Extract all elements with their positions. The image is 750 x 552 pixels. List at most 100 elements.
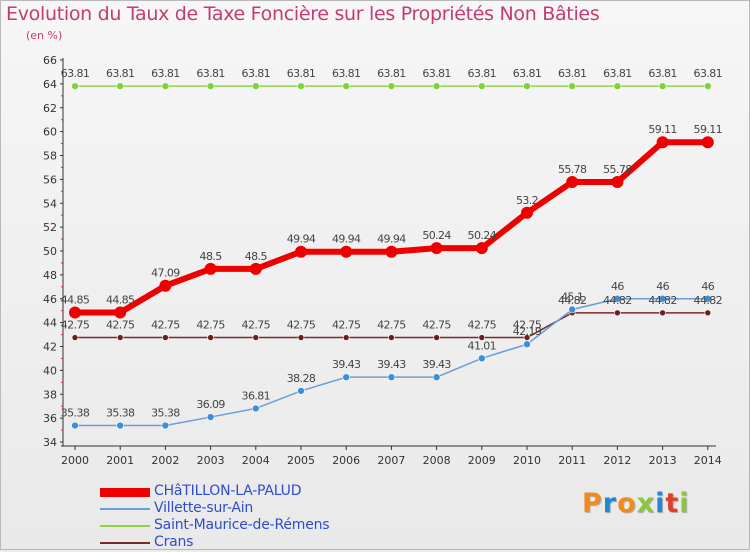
data-point-0 [385, 245, 398, 258]
data-label-2: 63.81 [242, 67, 271, 80]
data-point-2 [703, 82, 712, 90]
data-point-3 [478, 334, 486, 341]
y-tick-label: 52 [43, 221, 57, 234]
data-point-1 [523, 340, 531, 349]
data-point-1 [387, 373, 396, 381]
y-tick-label: 64 [43, 78, 57, 91]
data-label-3: 44.82 [648, 294, 677, 307]
legend-swatch [100, 542, 150, 544]
data-point-1 [568, 305, 577, 314]
data-point-0 [159, 279, 172, 292]
data-label-0: 50.24 [422, 229, 451, 242]
data-point-1 [342, 373, 351, 381]
data-label-0: 44.85 [106, 293, 135, 306]
chart-title: Evolution du Taux de Taxe Foncière sur l… [6, 3, 600, 25]
data-point-1 [116, 421, 124, 430]
data-label-0: 48.5 [200, 250, 223, 263]
legend-swatch [100, 487, 150, 497]
x-tick-label: 2000 [61, 454, 89, 467]
chart-subtitle: (en %) [26, 29, 63, 42]
data-point-3 [614, 309, 621, 317]
data-label-3: 42.75 [242, 319, 271, 332]
data-label-1: 35.38 [61, 407, 90, 420]
data-point-0 [430, 242, 443, 255]
data-point-1 [658, 294, 667, 303]
data-point-3 [116, 334, 124, 341]
data-point-0 [701, 136, 714, 149]
logo-letter: P [582, 488, 603, 519]
x-tick-label: 2004 [242, 454, 270, 467]
data-label-3: 42.75 [513, 319, 542, 332]
x-tick-label: 2002 [151, 454, 179, 467]
logo-letter: o [617, 488, 637, 519]
legend-label: CHâTILLON-LA-PALUD [154, 483, 302, 499]
data-point-0 [295, 245, 307, 258]
data-point-1 [703, 294, 712, 303]
data-label-1: 36.09 [196, 398, 225, 411]
data-point-2 [116, 82, 124, 90]
data-label-1: 39.43 [377, 358, 406, 371]
data-label-1: 39.43 [332, 358, 361, 371]
data-label-3: 44.82 [694, 294, 723, 307]
data-label-1: 46 [611, 280, 624, 293]
data-point-0 [114, 306, 127, 319]
data-label-3: 42.75 [422, 319, 451, 332]
data-point-3 [704, 309, 712, 317]
data-point-3 [207, 334, 214, 341]
data-label-3: 42.75 [332, 319, 361, 332]
data-point-1 [613, 294, 622, 303]
logo-letter: i [679, 488, 690, 519]
data-label-1: 39.43 [422, 358, 451, 371]
data-label-3: 42.75 [468, 319, 497, 332]
data-point-1 [297, 387, 305, 395]
data-label-0: 59.11 [694, 123, 723, 136]
data-point-0 [611, 176, 624, 189]
x-tick-label: 2005 [287, 454, 315, 467]
data-label-1: 46 [656, 280, 669, 293]
data-point-3 [433, 334, 440, 341]
data-point-0 [566, 176, 579, 189]
data-point-1 [432, 373, 441, 381]
data-point-0 [340, 245, 353, 258]
y-tick-label: 48 [43, 269, 57, 282]
data-label-0: 59.11 [648, 123, 677, 136]
data-label-2: 63.81 [151, 67, 180, 80]
y-tick-label: 58 [43, 150, 57, 163]
data-label-1: 45.1 [561, 290, 583, 303]
data-point-2 [297, 82, 305, 90]
data-point-3 [162, 334, 169, 341]
data-label-2: 63.81 [61, 67, 90, 80]
data-label-0: 47.09 [151, 267, 180, 280]
data-point-1 [252, 404, 260, 413]
data-point-0 [475, 242, 488, 255]
data-point-0 [249, 262, 262, 275]
data-label-0: 44.85 [61, 293, 90, 306]
x-tick-label: 2010 [513, 454, 541, 467]
y-tick-label: 40 [43, 364, 57, 377]
data-label-0: 49.94 [332, 233, 361, 246]
legend-label: Saint-Maurice-de-Rémens [154, 517, 330, 533]
logo-letter: i [655, 488, 666, 519]
data-label-2: 63.81 [196, 67, 225, 80]
y-tick-label: 34 [43, 436, 57, 449]
data-label-3: 42.75 [151, 319, 180, 332]
data-point-1 [161, 421, 170, 430]
y-tick-label: 54 [43, 197, 57, 210]
x-tick-label: 2013 [649, 454, 677, 467]
data-label-1: 35.38 [151, 407, 180, 420]
data-point-2 [342, 82, 351, 90]
data-point-2 [523, 82, 531, 90]
data-label-2: 63.81 [332, 67, 361, 80]
x-tick-label: 2011 [558, 454, 586, 467]
data-point-0 [204, 262, 217, 275]
data-label-1: 38.28 [287, 372, 316, 385]
data-label-2: 63.81 [603, 67, 632, 80]
data-label-3: 44.82 [603, 294, 632, 307]
x-tick-label: 2001 [106, 454, 134, 467]
data-point-3 [659, 309, 666, 317]
data-label-2: 63.81 [513, 67, 542, 80]
data-label-3: 42.75 [106, 319, 135, 332]
y-tick-label: 38 [43, 388, 57, 401]
data-point-2 [432, 82, 441, 90]
